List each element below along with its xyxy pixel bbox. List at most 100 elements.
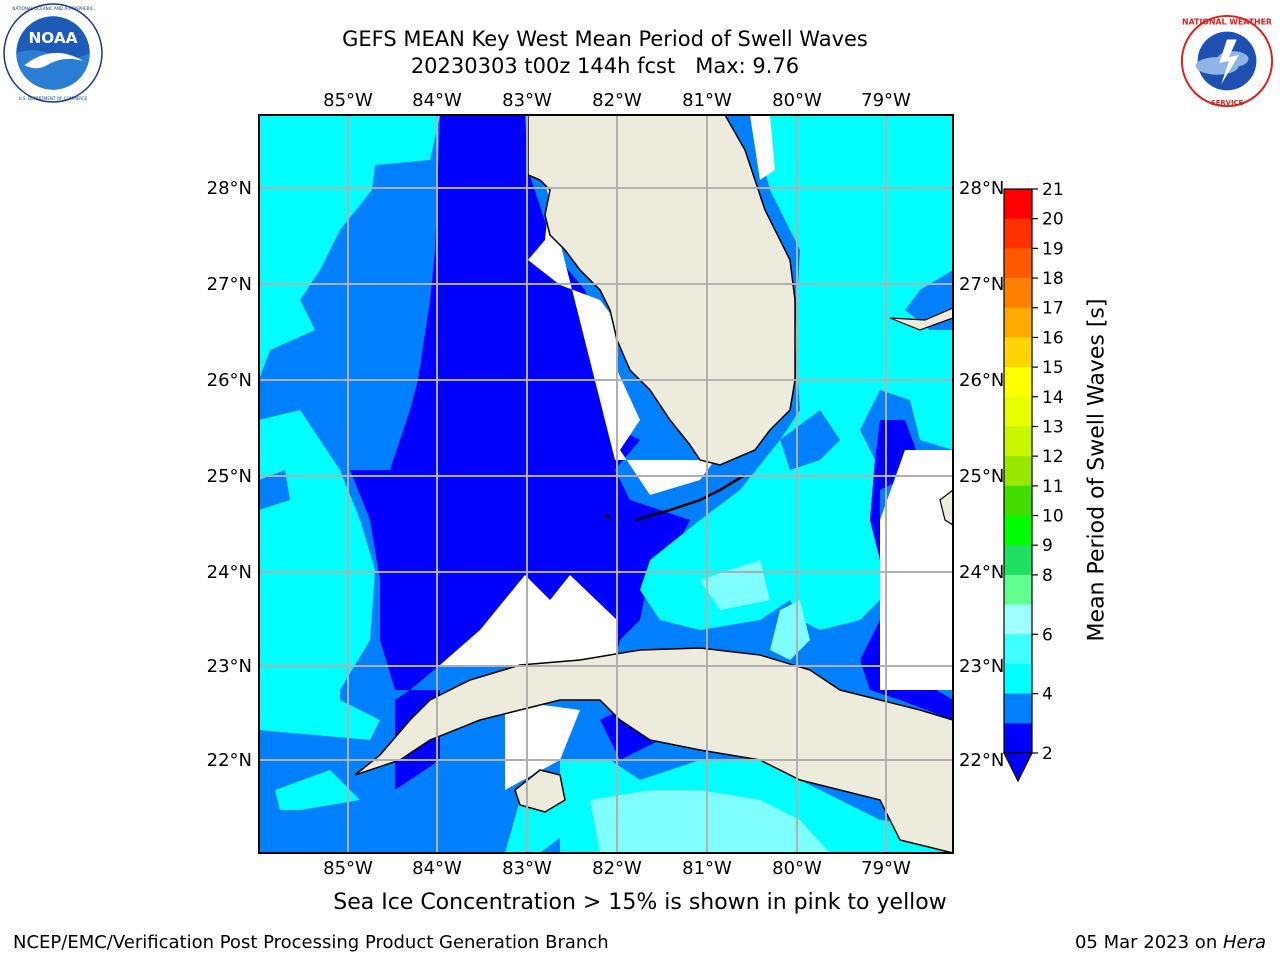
colorbar-swatch: [1004, 307, 1032, 338]
field-4-6-e: [780, 410, 840, 470]
colorbar-tick-label: 15: [1042, 358, 1064, 378]
lat-label: 25°N: [207, 466, 252, 487]
colorbar-tick-label: 11: [1042, 477, 1064, 497]
colorbar-tick-label: 16: [1042, 328, 1064, 348]
colorbar-tick-label: 21: [1042, 180, 1064, 200]
lon-label: 84°W: [412, 858, 462, 879]
lon-label: 83°W: [502, 858, 552, 879]
lat-label: 26°N: [959, 370, 1004, 391]
gridlines: [259, 115, 953, 853]
field-6-8-nw: [259, 115, 440, 380]
colorbar-tick-label: 17: [1042, 299, 1064, 319]
lat-label: 23°N: [207, 656, 252, 677]
nodata-bahamas: [880, 450, 953, 690]
lat-label: 27°N: [959, 274, 1004, 295]
colorbar-tick-label: 13: [1042, 417, 1064, 437]
lat-label: 25°N: [959, 466, 1004, 487]
lat-label: 22°N: [207, 750, 252, 771]
wave-field: [259, 115, 953, 853]
land-florida: [527, 115, 796, 466]
colorbar-swatch: [1004, 574, 1032, 606]
colorbar-swatch: [1004, 189, 1032, 220]
colorbar-swatch: [1004, 693, 1032, 724]
lon-label: 82°W: [592, 858, 642, 879]
colorbar-swatch: [1004, 515, 1032, 546]
nodata-fl-e: [750, 115, 775, 180]
lon-label: 85°W: [323, 90, 373, 111]
lat-label: 24°N: [207, 562, 252, 583]
chart-subtitle: 20230303 t00z 144h fcst Max: 9.76: [410, 54, 800, 78]
svg-text:NATIONAL OCEANIC AND ATMOSPHER: NATIONAL OCEANIC AND ATMOSPHERIC: [12, 6, 93, 11]
nws-logo: NATIONAL WEATHER SERVICE: [1179, 13, 1275, 109]
lon-label: 85°W: [323, 858, 373, 879]
colorbar-swatch: [1004, 456, 1032, 487]
field-8-9-strait: [770, 600, 810, 660]
chart-title: GEFS MEAN Key West Mean Period of Swell …: [342, 27, 868, 51]
field-6-8-e: [640, 115, 953, 630]
svg-text:NOAA: NOAA: [28, 29, 77, 47]
colorbar-tick-label: 10: [1042, 507, 1064, 527]
colorbar-swatch: [1004, 278, 1032, 309]
colorbar-tick-label: 20: [1042, 210, 1064, 230]
lat-labels-right: 28°N 27°N 26°N 25°N 24°N 23°N 22°N: [959, 178, 1004, 771]
lon-label: 81°W: [682, 90, 732, 111]
colorbar-swatch: [1004, 663, 1032, 695]
footer-date-text: 05 Mar 2023 on: [1074, 932, 1223, 953]
colorbar-swatch: [1004, 396, 1032, 427]
colorbar-swatch: [1004, 604, 1032, 635]
lat-label: 27°N: [207, 274, 252, 295]
field-6-8-sw: [275, 770, 360, 810]
colorbar-tick-label: 14: [1042, 388, 1064, 408]
lat-label: 26°N: [207, 370, 252, 391]
colorbar: 21 20 19 18 17 16 15 14 13 12 11 10 9 8 6 4 2: [1003, 180, 1064, 783]
lon-label: 83°W: [502, 90, 552, 111]
lon-label: 79°W: [861, 858, 911, 879]
colorbar-tick-label: 2: [1042, 744, 1053, 764]
map-frame: [258, 114, 954, 854]
footer-credit: NCEP/EMC/Verification Post Processing Pr…: [13, 932, 609, 953]
colorbar-swatch: [1004, 218, 1032, 249]
footer-date: 05 Mar 2023 on Hera: [1075, 932, 1266, 953]
colorbar-tick-label: 18: [1042, 269, 1064, 289]
colorbar-tick-label: 8: [1042, 566, 1053, 586]
lat-label: 28°N: [207, 178, 252, 199]
colorbar-frame: [1003, 188, 1033, 754]
colorbar-swatch: [1004, 426, 1032, 457]
colorbar-swatch: [1004, 723, 1032, 754]
lat-labels-left: 28°N 27°N 26°N 25°N 24°N 23°N 22°N: [207, 178, 252, 771]
colorbar-swatch: [1004, 367, 1032, 398]
svg-text:NATIONAL WEATHER: NATIONAL WEATHER: [1182, 18, 1272, 27]
land-bahamas-andros: [939, 489, 953, 526]
noaa-logo: NOAA NATIONAL OCEANIC AND ATMOSPHERIC U.…: [3, 3, 103, 103]
svg-text:U.S. DEPARTMENT OF COMMERCE: U.S. DEPARTMENT OF COMMERCE: [19, 96, 88, 101]
colorbar-extend-arrow: [1003, 752, 1033, 783]
lon-label: 80°W: [772, 858, 822, 879]
colorbar-label: Mean Period of Swell Waves [s]: [1084, 298, 1110, 642]
colorbar-tick-label: 6: [1042, 625, 1053, 645]
colorbar-swatch: [1004, 634, 1032, 665]
land-grand-bahama: [889, 307, 953, 331]
sea-ice-note: Sea Ice Concentration > 15% is shown in …: [333, 890, 947, 915]
lat-label: 22°N: [959, 750, 1004, 771]
field-6-8-w: [259, 410, 380, 740]
nodata-isla: [505, 700, 580, 853]
colorbar-tick-label: 9: [1042, 536, 1053, 556]
lon-labels-bottom: 85°W 84°W 83°W 82°W 81°W 80°W 79°W: [323, 858, 911, 879]
nodata-cuba-n: [440, 575, 617, 665]
field-4-6-w: [259, 470, 290, 510]
lon-label: 80°W: [772, 90, 822, 111]
lon-label: 79°W: [861, 90, 911, 111]
colorbar-swatch: [1004, 248, 1032, 279]
colorbar-tick-label: 4: [1042, 685, 1053, 705]
lat-label: 28°N: [959, 178, 1004, 199]
svg-text:SERVICE: SERVICE: [1211, 99, 1244, 107]
florida-keys: [604, 473, 746, 522]
colorbar-swatch: [1004, 337, 1032, 368]
colorbar-swatch: [1004, 485, 1032, 517]
lon-label: 84°W: [412, 90, 462, 111]
lon-label: 82°W: [592, 90, 642, 111]
colorbar-tick-label: 19: [1042, 239, 1064, 259]
lat-label: 23°N: [959, 656, 1004, 677]
field-8-9-s: [590, 790, 830, 853]
